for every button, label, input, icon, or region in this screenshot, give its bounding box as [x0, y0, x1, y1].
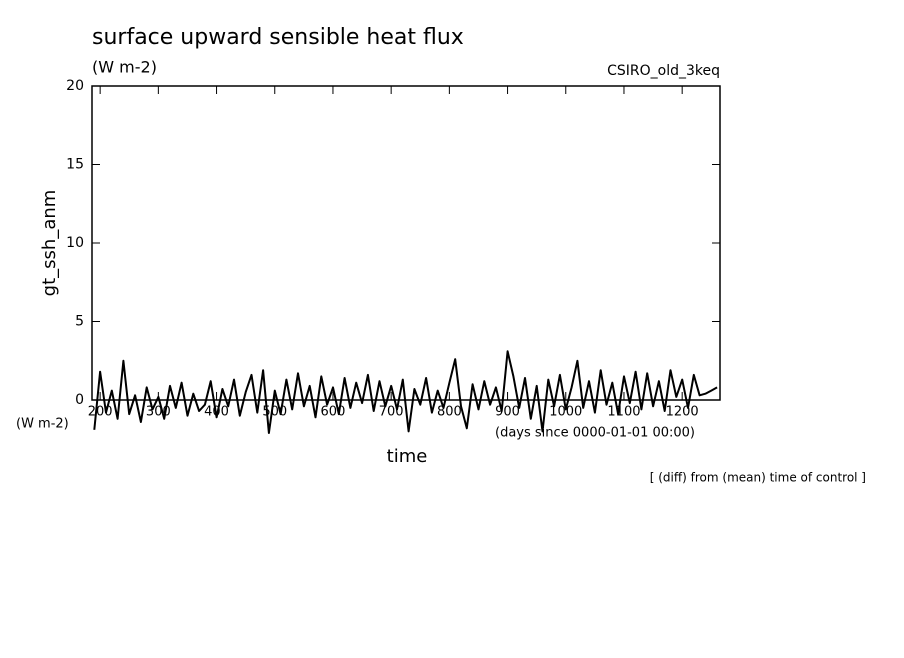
y-tick-label: 0: [75, 392, 84, 408]
data-line: [93, 350, 718, 434]
x-axis-label: time: [387, 446, 428, 467]
x-tick-label: 1000: [549, 405, 582, 420]
y-tick-label: 15: [66, 157, 84, 173]
y-unit: (W m-2): [16, 417, 69, 432]
y-tick-label: 10: [66, 235, 84, 251]
y-axis-label: gt_ssh_anm: [39, 190, 60, 297]
x-tick-label: 700: [379, 405, 404, 420]
y-tick-label: 20: [66, 78, 84, 94]
x-tick-label: 900: [495, 405, 520, 420]
x-tick-label: 600: [321, 405, 346, 420]
annotation: CSIRO_old_3keq: [607, 63, 720, 79]
y-tick-label: 5: [75, 314, 84, 330]
x-tick-label: 1100: [607, 405, 640, 420]
footnote: [ (diff) from (mean) time of control ]: [650, 471, 866, 485]
x-tick-label: 200: [88, 405, 113, 420]
x-unit: (days since 0000-01-01 00:00): [495, 426, 695, 441]
subtitle: (W m-2): [92, 58, 157, 77]
x-tick-label: 1200: [666, 405, 699, 420]
x-tick-label: 800: [437, 405, 462, 420]
chart-title: surface upward sensible heat flux: [92, 25, 464, 50]
